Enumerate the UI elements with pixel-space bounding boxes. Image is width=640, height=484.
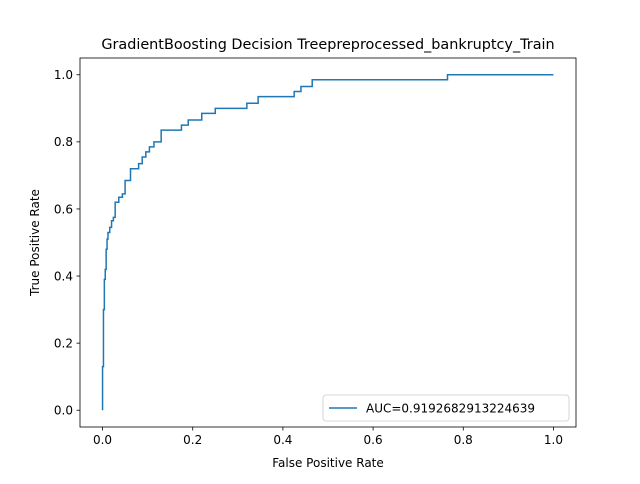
y-tick-label: 1.0 bbox=[54, 68, 73, 82]
x-tick-label: 1.0 bbox=[544, 433, 563, 447]
axis-ticks: 0.0 0.2 0.4 0.6 0.8 1.0 0.0 0.2 0.4 0.6 0.8 1.0 bbox=[54, 68, 563, 447]
x-axis-label: False Positive Rate bbox=[272, 456, 384, 470]
legend: AUC=0.9192682913224639 bbox=[322, 394, 570, 422]
legend-label: AUC=0.9192682913224639 bbox=[366, 402, 535, 416]
chart-title: GradientBoosting Decision Treepreprocess… bbox=[101, 37, 554, 53]
roc-curve-line bbox=[101, 74, 554, 411]
y-tick-label: 0.2 bbox=[54, 336, 73, 350]
x-tick-label: 0.2 bbox=[183, 433, 202, 447]
x-tick-label: 0.4 bbox=[273, 433, 292, 447]
x-tick-label: 0.6 bbox=[364, 433, 383, 447]
x-tick-label: 0.0 bbox=[93, 433, 112, 447]
legend-box bbox=[322, 394, 570, 422]
y-tick-label: 0.6 bbox=[54, 202, 73, 216]
y-tick-label: 0.0 bbox=[54, 404, 73, 418]
y-axis-label: True Positive Rate bbox=[28, 189, 42, 297]
x-tick-label: 0.8 bbox=[454, 433, 473, 447]
y-tick-label: 0.4 bbox=[54, 269, 73, 283]
series-layer bbox=[101, 74, 554, 411]
plot-frame bbox=[79, 57, 577, 428]
y-tick-label: 0.8 bbox=[54, 135, 73, 149]
